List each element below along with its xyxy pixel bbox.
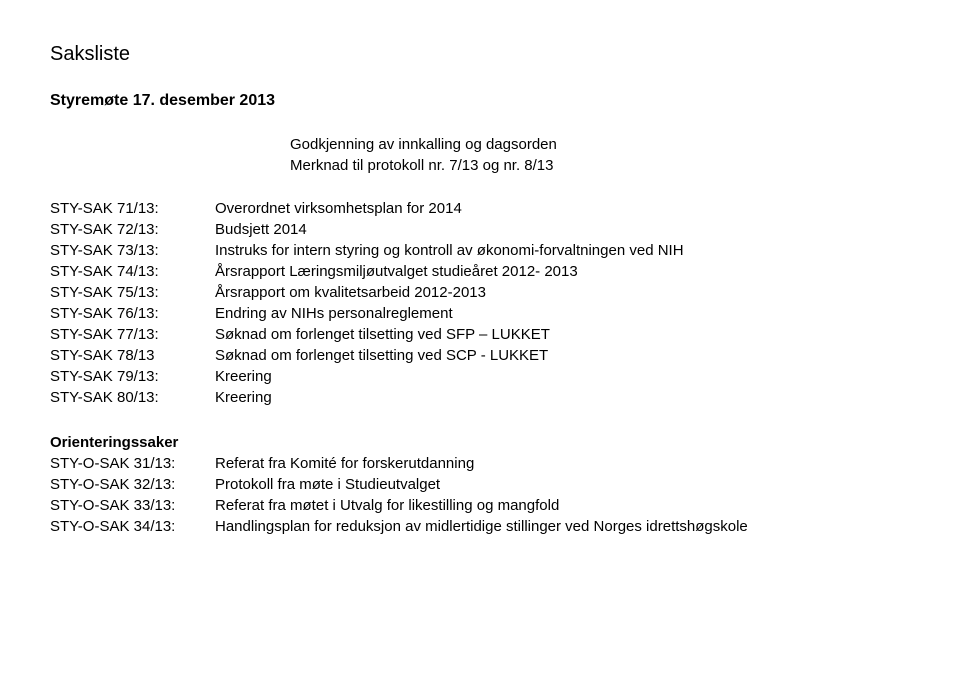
- orientering-header: Orienteringssaker: [50, 432, 910, 453]
- case-row: STY-SAK 79/13: Kreering: [50, 366, 910, 387]
- case-id: STY-O-SAK 32/13:: [50, 474, 215, 495]
- case-id: STY-SAK 77/13:: [50, 324, 215, 345]
- intro-block: Godkjenning av innkalling og dagsorden M…: [290, 134, 910, 176]
- case-row: STY-SAK 71/13: Overordnet virksomhetspla…: [50, 198, 910, 219]
- case-desc: Årsrapport om kvalitetsarbeid 2012-2013: [215, 282, 910, 303]
- case-id: STY-SAK 71/13:: [50, 198, 215, 219]
- case-id: STY-SAK 78/13: [50, 345, 215, 366]
- intro-line-1: Godkjenning av innkalling og dagsorden: [290, 134, 910, 155]
- case-desc: Årsrapport Læringsmiljøutvalget studieår…: [215, 261, 910, 282]
- case-row: STY-SAK 74/13: Årsrapport Læringsmiljøut…: [50, 261, 910, 282]
- case-desc: Søknad om forlenget tilsetting ved SCP -…: [215, 345, 910, 366]
- case-row: STY-O-SAK 32/13: Protokoll fra møte i St…: [50, 474, 910, 495]
- case-id: STY-SAK 74/13:: [50, 261, 215, 282]
- case-row: STY-O-SAK 31/13: Referat fra Komité for …: [50, 453, 910, 474]
- case-id: STY-SAK 75/13:: [50, 282, 215, 303]
- case-id: STY-SAK 73/13:: [50, 240, 215, 261]
- page-subtitle: Styremøte 17. desember 2013: [50, 90, 910, 112]
- case-desc: Handlingsplan for reduksjon av midlertid…: [215, 516, 910, 537]
- case-id: STY-O-SAK 33/13:: [50, 495, 215, 516]
- case-desc: Overordnet virksomhetsplan for 2014: [215, 198, 910, 219]
- case-desc: Søknad om forlenget tilsetting ved SFP –…: [215, 324, 910, 345]
- case-desc: Referat fra Komité for forskerutdanning: [215, 453, 910, 474]
- case-row: STY-SAK 76/13: Endring av NIHs personalr…: [50, 303, 910, 324]
- case-row: STY-O-SAK 34/13: Handlingsplan for reduk…: [50, 516, 910, 537]
- intro-line-2: Merknad til protokoll nr. 7/13 og nr. 8/…: [290, 155, 910, 176]
- page-title: Saksliste: [50, 40, 910, 68]
- case-desc: Endring av NIHs personalreglement: [215, 303, 910, 324]
- case-row: STY-O-SAK 33/13: Referat fra møtet i Utv…: [50, 495, 910, 516]
- case-row: STY-SAK 77/13: Søknad om forlenget tilse…: [50, 324, 910, 345]
- case-desc: Kreering: [215, 366, 910, 387]
- case-list: STY-SAK 71/13: Overordnet virksomhetspla…: [50, 198, 910, 408]
- case-desc: Kreering: [215, 387, 910, 408]
- case-desc: Referat fra møtet i Utvalg for likestill…: [215, 495, 910, 516]
- case-row: STY-SAK 73/13: Instruks for intern styri…: [50, 240, 910, 261]
- case-id: STY-O-SAK 31/13:: [50, 453, 215, 474]
- case-row: STY-SAK 78/13 Søknad om forlenget tilset…: [50, 345, 910, 366]
- case-row: STY-SAK 72/13: Budsjett 2014: [50, 219, 910, 240]
- case-id: STY-SAK 72/13:: [50, 219, 215, 240]
- case-row: STY-SAK 80/13: Kreering: [50, 387, 910, 408]
- case-id: STY-SAK 76/13:: [50, 303, 215, 324]
- case-id: STY-SAK 80/13:: [50, 387, 215, 408]
- case-id: STY-O-SAK 34/13:: [50, 516, 215, 537]
- case-id: STY-SAK 79/13:: [50, 366, 215, 387]
- orientering-list: STY-O-SAK 31/13: Referat fra Komité for …: [50, 453, 910, 537]
- case-desc: Instruks for intern styring og kontroll …: [215, 240, 910, 261]
- case-desc: Budsjett 2014: [215, 219, 910, 240]
- case-desc: Protokoll fra møte i Studieutvalget: [215, 474, 910, 495]
- case-row: STY-SAK 75/13: Årsrapport om kvalitetsar…: [50, 282, 910, 303]
